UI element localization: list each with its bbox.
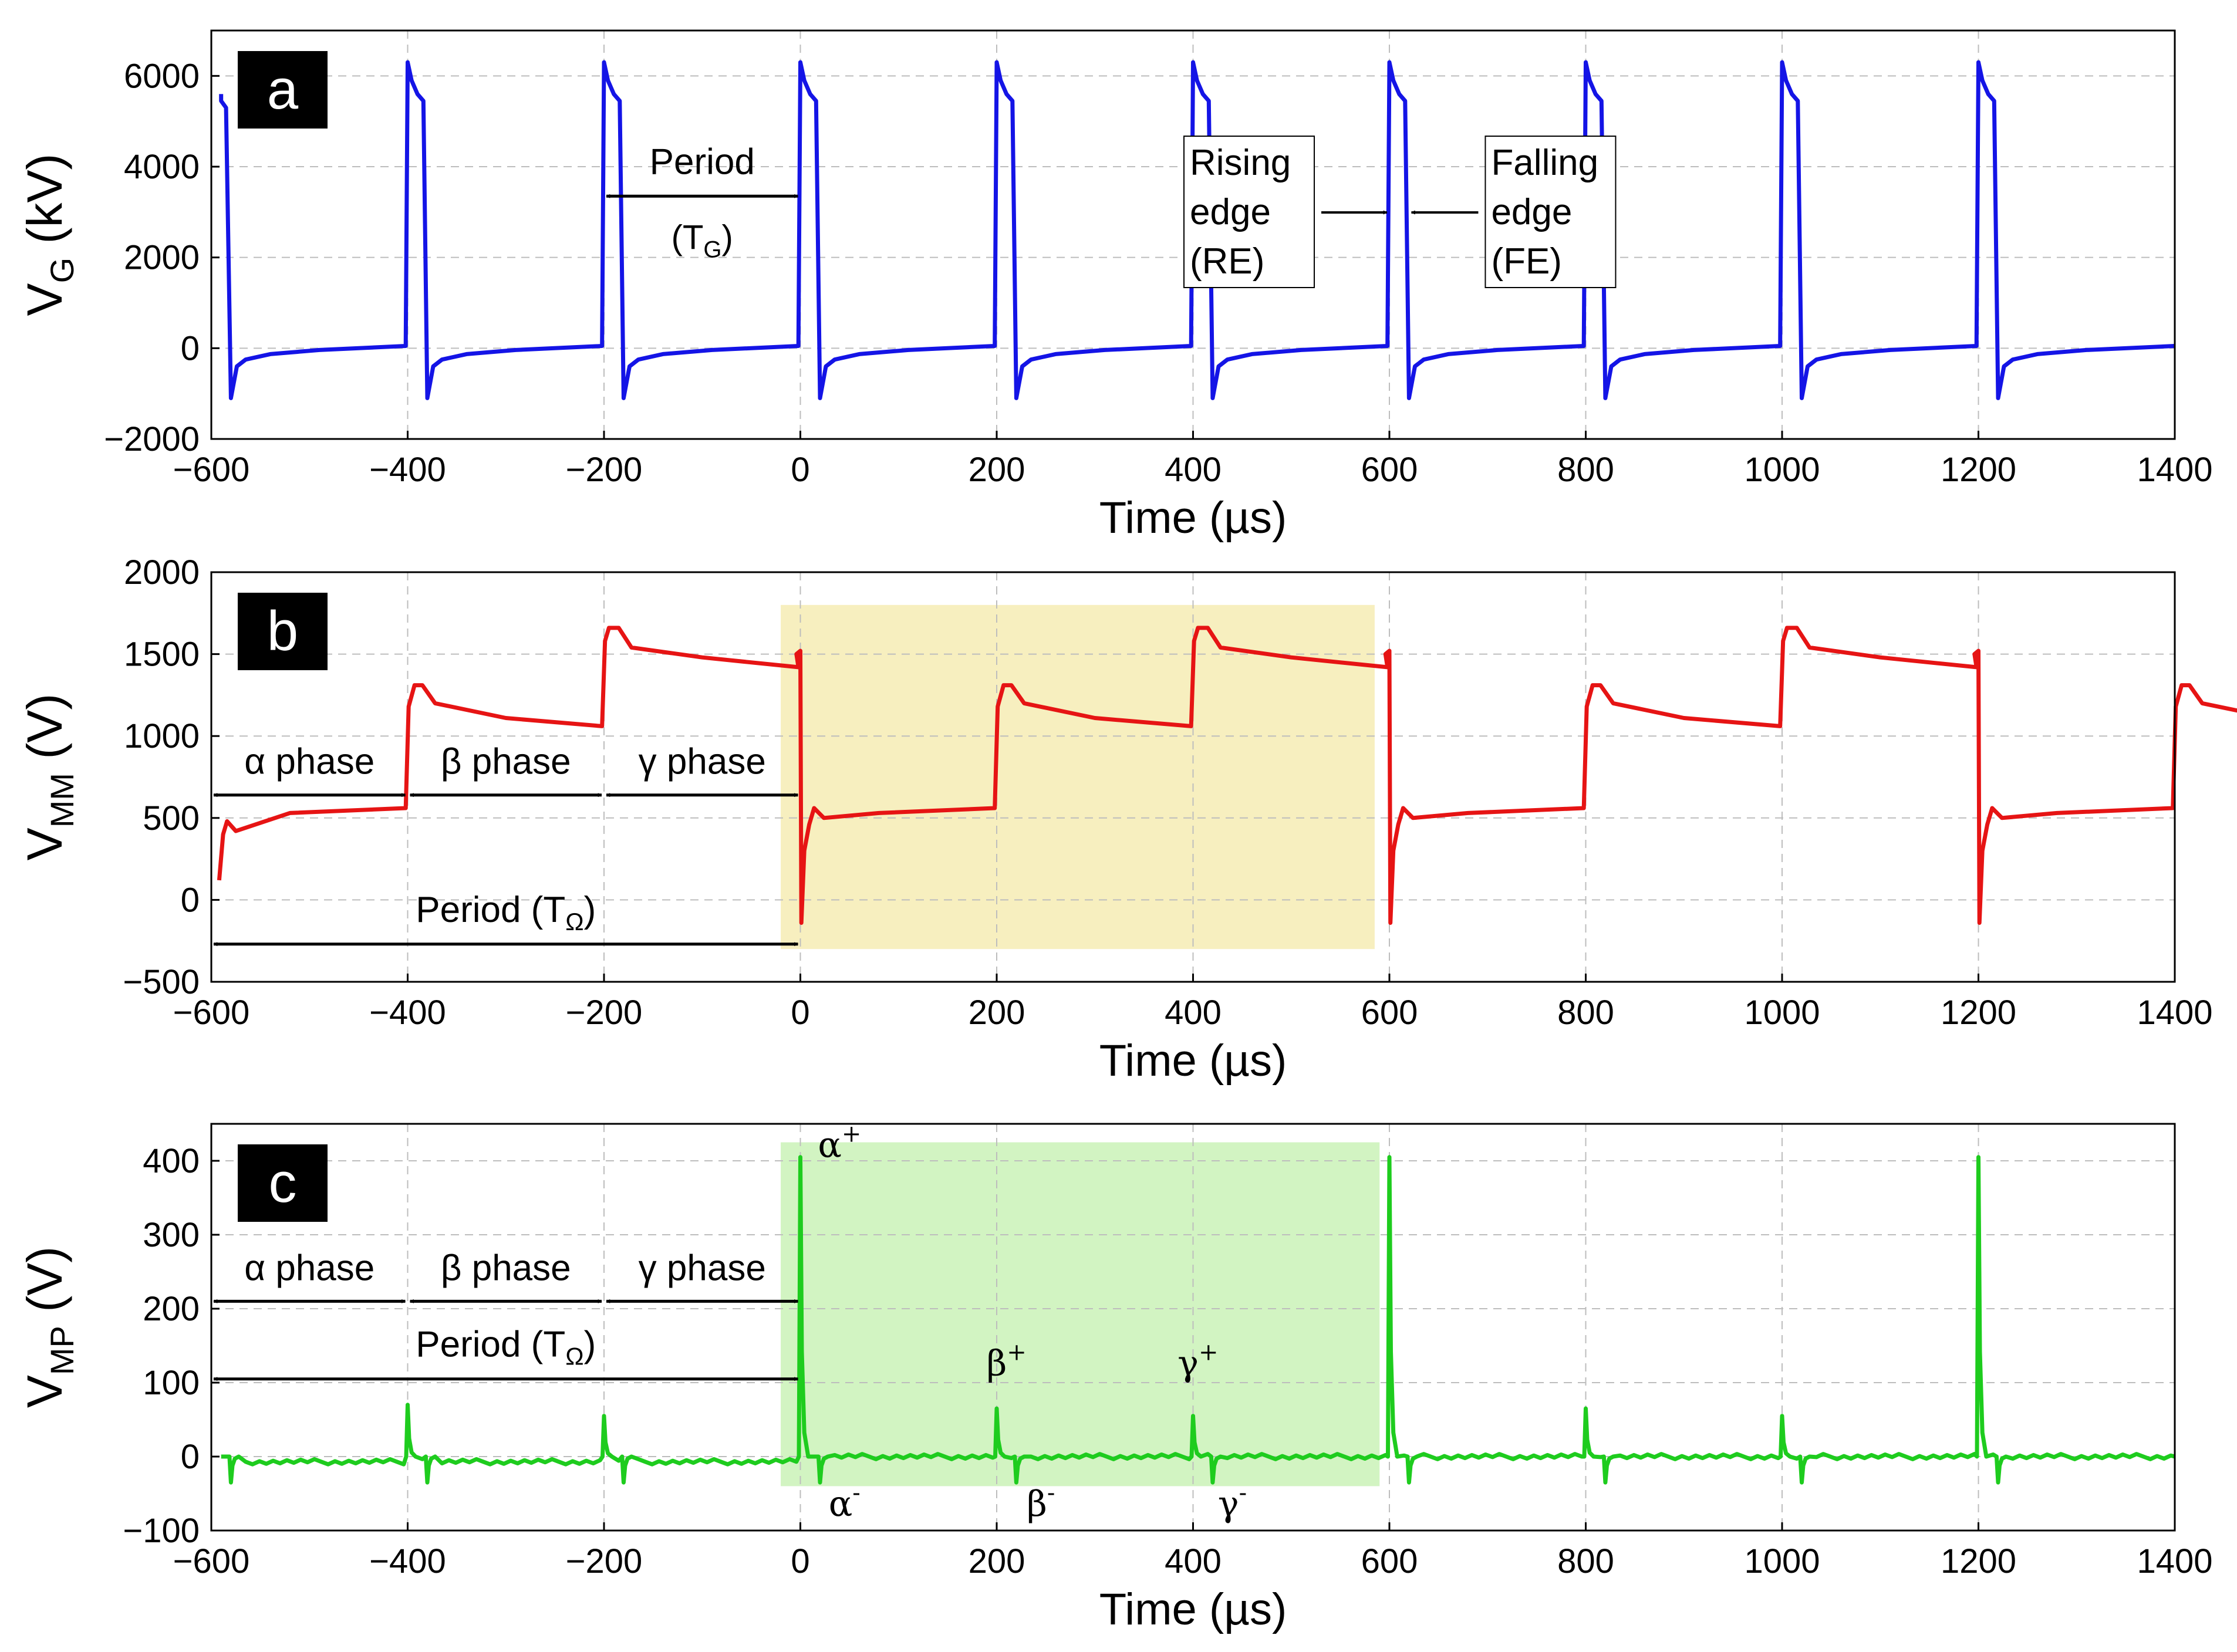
x-tick-label: 400: [1165, 994, 1222, 1032]
spike-label: γ-: [1218, 1479, 1247, 1525]
x-tick-label: −600: [173, 1542, 250, 1580]
x-tick-label: 1200: [1941, 1542, 2016, 1580]
x-tick-label: −200: [566, 994, 643, 1032]
panel-letter: a: [267, 58, 299, 121]
x-tick-label: −400: [369, 451, 446, 489]
x-tick-label: 800: [1557, 1542, 1614, 1580]
y-tick-label: 500: [143, 799, 200, 837]
spike-label: α-: [829, 1479, 861, 1525]
y-tick-label: 6000: [124, 57, 200, 95]
spike-label: β-: [1027, 1479, 1055, 1525]
y-axis-label: VMM (V): [17, 694, 80, 861]
annotation-box: [1183, 136, 1315, 288]
x-axis-label: Time (µs): [1099, 1585, 1287, 1634]
panel-letter-box: [238, 1144, 328, 1222]
y-tick-label: −500: [123, 963, 200, 1001]
y-tick-label: −100: [123, 1512, 200, 1550]
y-tick-label: −2000: [104, 420, 200, 458]
y-tick-label: 1500: [124, 636, 200, 674]
annotation-box-text: Falling: [1491, 143, 1598, 183]
y-tick-label: 100: [143, 1364, 200, 1402]
highlight-region: [781, 1142, 1380, 1487]
highlight-region: [781, 604, 1375, 950]
x-axis-label: Time (µs): [1099, 1036, 1287, 1086]
annotation-box-text: (RE): [1190, 241, 1264, 282]
y-tick-label: 0: [181, 881, 200, 919]
spike-label: γ+: [1177, 1339, 1218, 1384]
x-tick-label: 600: [1361, 451, 1418, 489]
phase-label: β phase: [441, 742, 571, 782]
x-tick-label: 1000: [1744, 451, 1820, 489]
series-line-V_G: [219, 60, 2175, 400]
x-tick-label: 200: [969, 451, 1025, 489]
x-tick-label: 600: [1361, 1542, 1418, 1580]
x-tick-label: 1400: [2137, 1542, 2212, 1580]
x-tick-label: 1200: [1941, 994, 2016, 1032]
phase-label: γ phase: [639, 1248, 766, 1288]
x-tick-label: −600: [173, 994, 250, 1032]
x-tick-label: 1000: [1744, 1542, 1820, 1580]
series-line-V_MP: [221, 1155, 2175, 1485]
panel-letter-box: [238, 593, 328, 670]
panel-a: −600 −400 −200 0 200 400 600 800 1000 1200 1400−20…: [17, 29, 2213, 543]
x-tick-label: 800: [1557, 994, 1614, 1032]
period-label: Period (TΩ): [416, 1325, 596, 1370]
spike-label: β+: [987, 1339, 1027, 1384]
x-tick-label: 1400: [2137, 994, 2212, 1032]
panel-c: −600 −400 −200 0 200 400 600 800 1000 1200 1400−10…: [17, 1121, 2213, 1634]
panel-letter: b: [267, 600, 298, 663]
x-tick-label: −400: [369, 994, 446, 1032]
x-tick-label: 1400: [2137, 451, 2212, 489]
phase-label: β phase: [441, 1248, 571, 1288]
period-label: Period: [650, 141, 755, 182]
x-tick-label: 1200: [1941, 451, 2016, 489]
spike-label: α+: [818, 1121, 861, 1166]
y-tick-label: 0: [181, 1438, 200, 1476]
y-tick-label: 2000: [124, 239, 200, 277]
x-axis-label: Time (µs): [1099, 493, 1287, 543]
x-tick-label: −200: [566, 1542, 643, 1580]
panel-letter: c: [269, 1151, 297, 1214]
y-tick-label: 400: [143, 1142, 200, 1180]
y-tick-label: 200: [143, 1290, 200, 1328]
x-tick-label: −600: [173, 451, 250, 489]
x-tick-label: −200: [566, 451, 643, 489]
annotation-box-text: edge: [1190, 192, 1271, 232]
period-label: Period (TΩ): [416, 890, 596, 935]
x-tick-label: 0: [791, 994, 809, 1032]
annotation-box-text: Rising: [1190, 143, 1291, 183]
x-tick-label: −400: [369, 1542, 446, 1580]
y-axis-label: VMP (V): [17, 1246, 80, 1408]
y-tick-label: 0: [181, 329, 200, 367]
period-symbol: (TG): [672, 218, 733, 262]
x-tick-label: 400: [1165, 1542, 1222, 1580]
annotation-box-text: (FE): [1491, 241, 1562, 282]
x-tick-label: 0: [791, 1542, 809, 1580]
y-tick-label: 4000: [124, 148, 200, 186]
phase-label: α phase: [244, 1248, 374, 1288]
x-tick-label: 1000: [1744, 994, 1820, 1032]
y-tick-label: 2000: [124, 553, 200, 592]
x-tick-label: 800: [1557, 451, 1614, 489]
x-tick-label: 200: [969, 994, 1025, 1032]
y-tick-label: 1000: [124, 717, 200, 755]
x-tick-label: 0: [791, 451, 809, 489]
series-line-V_MM: [217, 626, 2237, 925]
x-tick-label: 200: [969, 1542, 1025, 1580]
phase-label: γ phase: [639, 742, 766, 782]
x-tick-label: 600: [1361, 994, 1418, 1032]
x-tick-label: 400: [1165, 451, 1222, 489]
y-tick-label: 300: [143, 1216, 200, 1254]
panel-letter-box: [238, 51, 328, 129]
y-axis-label: VG (kV): [17, 154, 80, 316]
panel-b: −600 −400 −200 0 200 400 600 800 1000 1200 1400 −50…: [17, 553, 2237, 1086]
annotation-box-text: edge: [1491, 192, 1572, 232]
annotation-box: [1484, 136, 1617, 288]
phase-label: α phase: [244, 742, 374, 782]
